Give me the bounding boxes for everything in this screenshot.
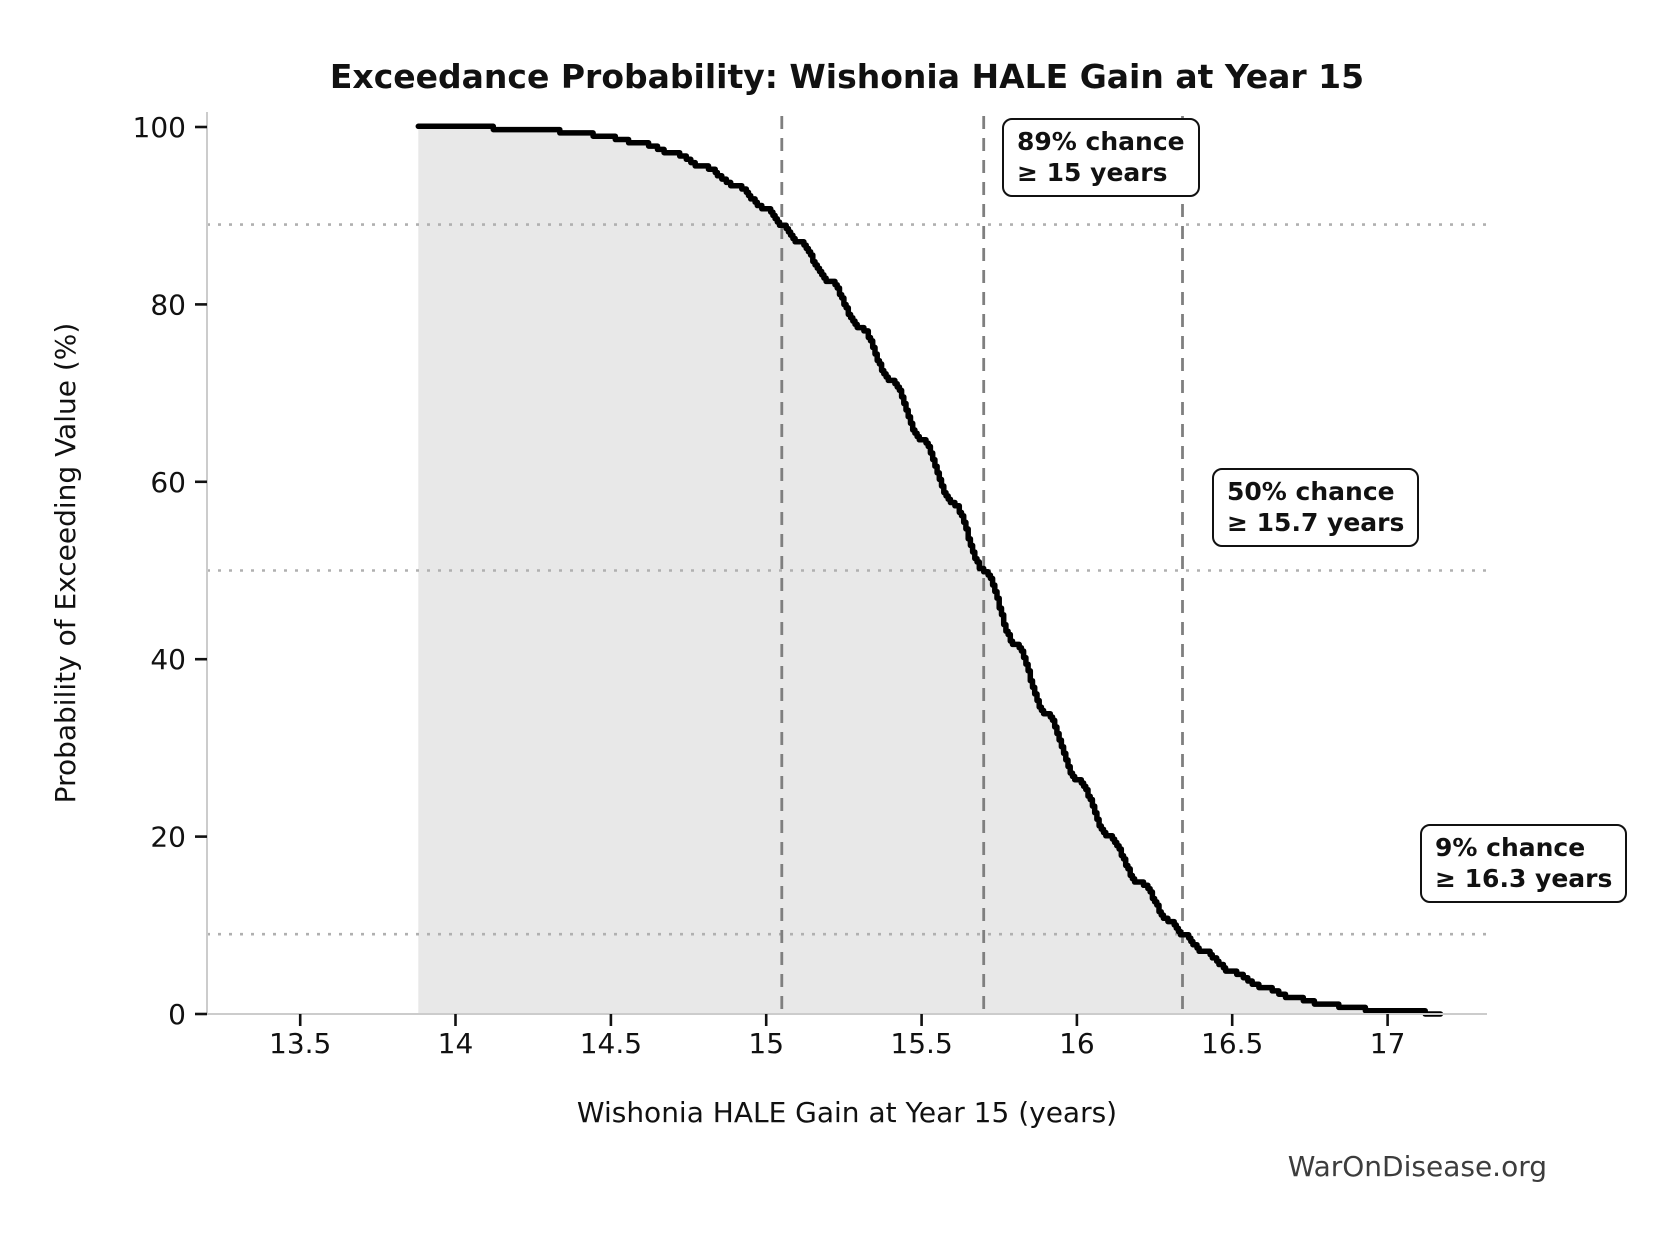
y-axis-ticks [195, 125, 207, 1016]
y-tick-label: 0 [168, 998, 186, 1031]
y-axis-title: Probability of Exceeding Value (%) [49, 323, 82, 804]
x-axis-tick-labels: 13.5 14 14.5 15 15.5 16 16.5 17 [269, 1027, 1405, 1060]
annotation-50pct-box: 50% chance ≥ 15.7 years [1212, 468, 1420, 547]
shaded-area-under-curve [418, 126, 1441, 1015]
chart-title: Exceedance Probability: Wishonia HALE Ga… [330, 57, 1364, 96]
y-axis-tick-labels: 0 20 40 60 80 100 [133, 111, 186, 1031]
y-tick-label: 100 [133, 111, 186, 144]
x-tick-label: 13.5 [269, 1027, 331, 1060]
annotation-89pct-line2: ≥ 15 years [1017, 157, 1168, 187]
x-tick-label: 16.5 [1201, 1027, 1263, 1060]
annotation-89pct-box: 89% chance ≥ 15 years [1002, 118, 1200, 197]
x-tick-label: 14 [438, 1027, 474, 1060]
watermark-text: WarOnDisease.org [1287, 1150, 1547, 1183]
x-tick-label: 14.5 [580, 1027, 642, 1060]
x-axis-title: Wishonia HALE Gain at Year 15 (years) [577, 1096, 1117, 1129]
y-tick-label: 40 [150, 643, 186, 676]
annotation-89pct-line1: 89% chance [1017, 127, 1185, 156]
y-tick-label: 80 [150, 288, 186, 321]
annotation-50pct-line1: 50% chance [1227, 477, 1395, 506]
x-tick-label: 15 [748, 1027, 784, 1060]
exceedance-curve-line [415, 123, 1444, 1017]
dashed-threshold-lines [780, 116, 1184, 1013]
x-tick-label: 16 [1059, 1027, 1095, 1060]
x-tick-label: 15.5 [890, 1027, 952, 1060]
curve-fill-area [418, 126, 1441, 1015]
annotation-9pct-line1: 9% chance [1435, 833, 1586, 862]
x-tick-label: 17 [1370, 1027, 1406, 1060]
annotation-9pct-line2: ≥ 16.3 years [1435, 863, 1613, 893]
annotation-9pct-box: 9% chance ≥ 16.3 years [1420, 824, 1628, 903]
axes-spines [206, 112, 1487, 1015]
annotation-50pct-line2: ≥ 15.7 years [1227, 507, 1405, 537]
dotted-probability-lines [207, 223, 1487, 936]
exceedance-curve [415, 123, 1444, 1017]
y-tick-label: 60 [150, 466, 186, 499]
x-axis-ticks [298, 1014, 1389, 1026]
y-tick-label: 20 [150, 821, 186, 854]
